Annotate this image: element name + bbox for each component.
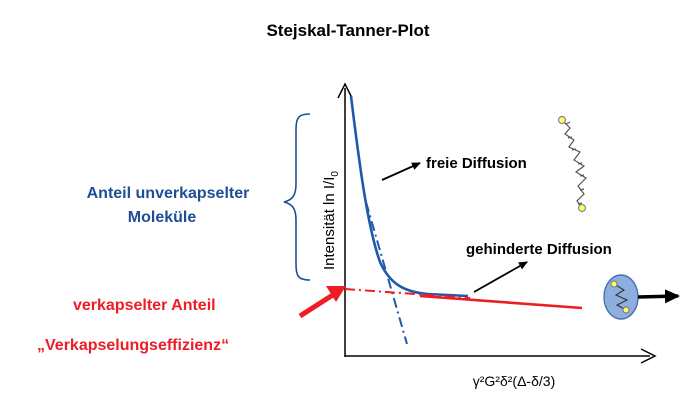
encapsulated-extrapolation-line xyxy=(344,288,471,299)
unencapsulated-label-line2: Moleküle xyxy=(128,209,197,226)
hindered-diffusion-line xyxy=(419,294,583,310)
y-axis-arrow-icon xyxy=(337,82,353,99)
x-axis-label: γ²G²δ²(Δ-δ/3) xyxy=(473,373,555,389)
encapsulated-molecule-icon xyxy=(603,274,639,320)
y-axis-label: Intensität ln I/I0 xyxy=(321,171,341,270)
free-diffusion-arrow xyxy=(381,162,421,181)
hindered-diffusion-label: gehinderte Diffusion xyxy=(466,241,612,258)
y-axis-label-sub: 0 xyxy=(330,171,341,177)
free-diffusion-fit-line xyxy=(365,201,408,345)
curly-brace-icon xyxy=(283,113,311,281)
diagram-title: Stejskal-Tanner-Plot xyxy=(266,21,429,40)
intercept-arrow-head-icon xyxy=(326,286,346,302)
efficiency-label: „Verkapselungseffizienz“ xyxy=(37,337,229,354)
molecule-exit-arrow xyxy=(637,289,680,304)
random-walk-icon xyxy=(557,115,587,213)
free-diffusion-label: freie Diffusion xyxy=(426,155,527,172)
encapsulated-label: verkapselter Anteil xyxy=(73,297,216,314)
y-axis-label-main: Intensität ln I/I xyxy=(321,177,338,270)
x-axis-arrow-icon xyxy=(640,348,657,364)
unencapsulated-label-line1: Anteil unverkapselter xyxy=(87,185,250,202)
measured-decay-curve xyxy=(349,95,469,298)
hindered-diffusion-arrow xyxy=(473,261,528,293)
